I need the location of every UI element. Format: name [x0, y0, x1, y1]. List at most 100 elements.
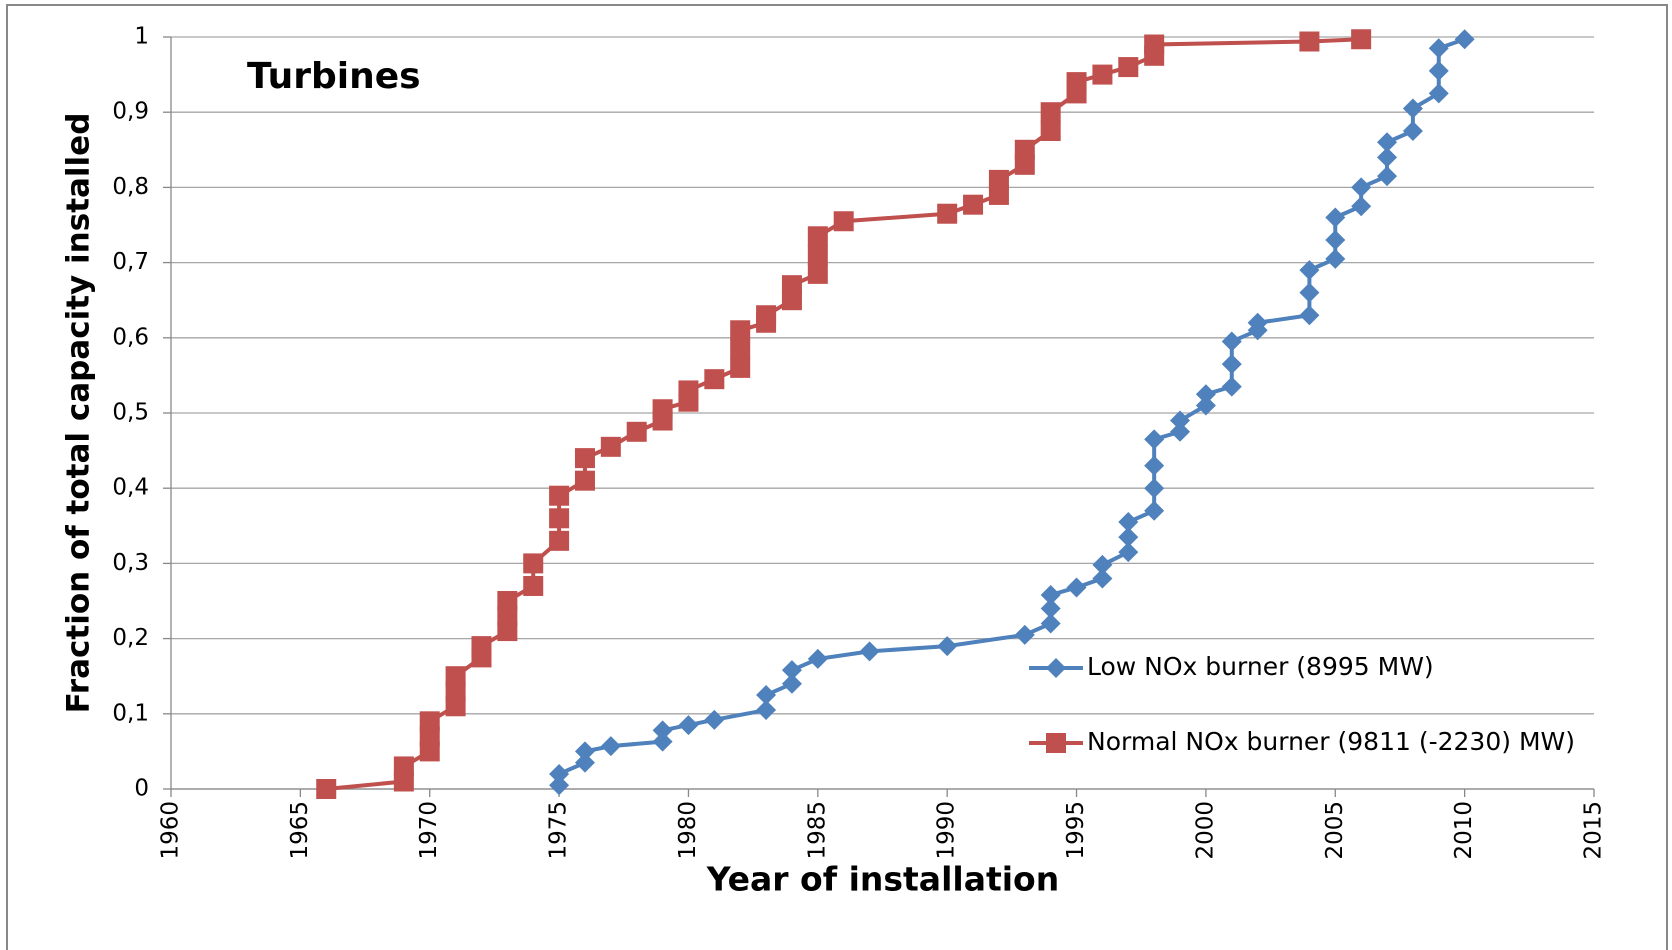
- y-tick-label: 0,7: [112, 249, 149, 275]
- data-point: [419, 741, 440, 762]
- data-point: [1014, 154, 1035, 175]
- data-point: [549, 530, 570, 551]
- data-point: [1144, 429, 1165, 450]
- data-point: [1040, 598, 1061, 619]
- data-point: [937, 203, 958, 224]
- data-point: [523, 553, 544, 574]
- data-point: [419, 711, 440, 732]
- data-point: [807, 263, 828, 284]
- data-point: [1299, 305, 1320, 326]
- y-tick-label: 1: [134, 24, 149, 50]
- data-point: [833, 211, 854, 232]
- data-point: [1428, 60, 1449, 81]
- data-point: [1351, 29, 1372, 50]
- data-point: [1092, 64, 1113, 85]
- data-point: [1377, 166, 1398, 187]
- data-point: [549, 485, 570, 506]
- data-point: [937, 636, 958, 657]
- data-point: [807, 245, 828, 266]
- y-tick-label: 0,9: [112, 99, 149, 125]
- x-tick-label: 1970: [416, 801, 442, 860]
- data-point: [1118, 542, 1139, 563]
- data-point: [988, 169, 1009, 190]
- y-tick-label: 0,8: [112, 174, 149, 200]
- data-point: [678, 715, 699, 736]
- x-tick-label: 2000: [1192, 801, 1218, 860]
- data-point: [1299, 282, 1320, 303]
- x-tick-label: 1980: [675, 801, 701, 860]
- data-point: [1402, 98, 1423, 119]
- y-tick-label: 0,1: [112, 700, 149, 726]
- data-point: [1118, 512, 1139, 533]
- data-point: [445, 666, 466, 687]
- data-point: [1170, 421, 1191, 442]
- data-point: [781, 290, 802, 311]
- data-point: [1066, 72, 1087, 93]
- data-point: [549, 763, 570, 784]
- data-point: [652, 720, 673, 741]
- x-tick-label: 2005: [1322, 801, 1348, 860]
- data-point: [678, 380, 699, 401]
- data-point: [471, 636, 492, 657]
- data-point: [988, 184, 1009, 205]
- data-point: [781, 660, 802, 681]
- data-point: [445, 696, 466, 717]
- data-point: [1299, 260, 1320, 281]
- data-point: [652, 731, 673, 752]
- data-point: [549, 775, 570, 796]
- data-point: [1247, 312, 1268, 333]
- data-point: [1351, 177, 1372, 198]
- data-point: [523, 575, 544, 596]
- data-point: [1144, 500, 1165, 521]
- data-point: [574, 752, 595, 773]
- data-point: [1040, 121, 1061, 141]
- x-axis-label: Year of installation: [706, 860, 1059, 899]
- data-point: [600, 736, 621, 757]
- data-point: [1402, 121, 1423, 141]
- data-point: [652, 399, 673, 420]
- data-point: [756, 305, 777, 326]
- data-point: [1040, 613, 1061, 634]
- data-point: [704, 709, 725, 730]
- data-point: [1195, 384, 1216, 405]
- legend-marker: [1046, 658, 1066, 678]
- data-point: [730, 339, 751, 360]
- data-point: [1221, 331, 1242, 352]
- data-point: [1428, 83, 1449, 104]
- y-tick-label: 0,6: [112, 324, 149, 350]
- data-point: [781, 673, 802, 694]
- data-point: [393, 756, 414, 777]
- y-tick-label: 0,2: [112, 625, 149, 651]
- data-point: [1428, 38, 1449, 59]
- x-tick-label: 1965: [287, 801, 313, 860]
- x-tick-label: 1990: [934, 801, 960, 860]
- data-point: [1118, 57, 1139, 78]
- x-tick-label: 2010: [1451, 801, 1477, 860]
- legend-label: Normal NOx burner (9811 (-2230) MW): [1087, 727, 1575, 756]
- data-point: [549, 508, 570, 529]
- data-point: [497, 621, 518, 642]
- data-point: [497, 606, 518, 627]
- data-point: [781, 275, 802, 296]
- y-tick-label: 0,3: [112, 550, 149, 576]
- data-point: [1092, 568, 1113, 589]
- x-tick-label: 2015: [1581, 801, 1607, 860]
- data-point: [756, 685, 777, 705]
- y-axis-label: Fraction of total capacity installed: [61, 113, 97, 714]
- data-point: [497, 591, 518, 611]
- legend-label: Low NOx burner (8995 MW): [1087, 652, 1434, 681]
- data-point: [1170, 410, 1191, 431]
- data-point: [1144, 478, 1165, 499]
- data-point: [393, 771, 414, 792]
- data-point: [419, 726, 440, 747]
- data-point: [600, 436, 621, 457]
- data-point: [1040, 584, 1061, 605]
- data-point: [1066, 577, 1087, 598]
- data-point: [1144, 455, 1165, 476]
- data-point: [1325, 207, 1346, 228]
- data-point: [704, 369, 725, 390]
- data-point: [1377, 147, 1398, 168]
- data-point: [859, 641, 880, 662]
- chart-frame: [6, 4, 1668, 950]
